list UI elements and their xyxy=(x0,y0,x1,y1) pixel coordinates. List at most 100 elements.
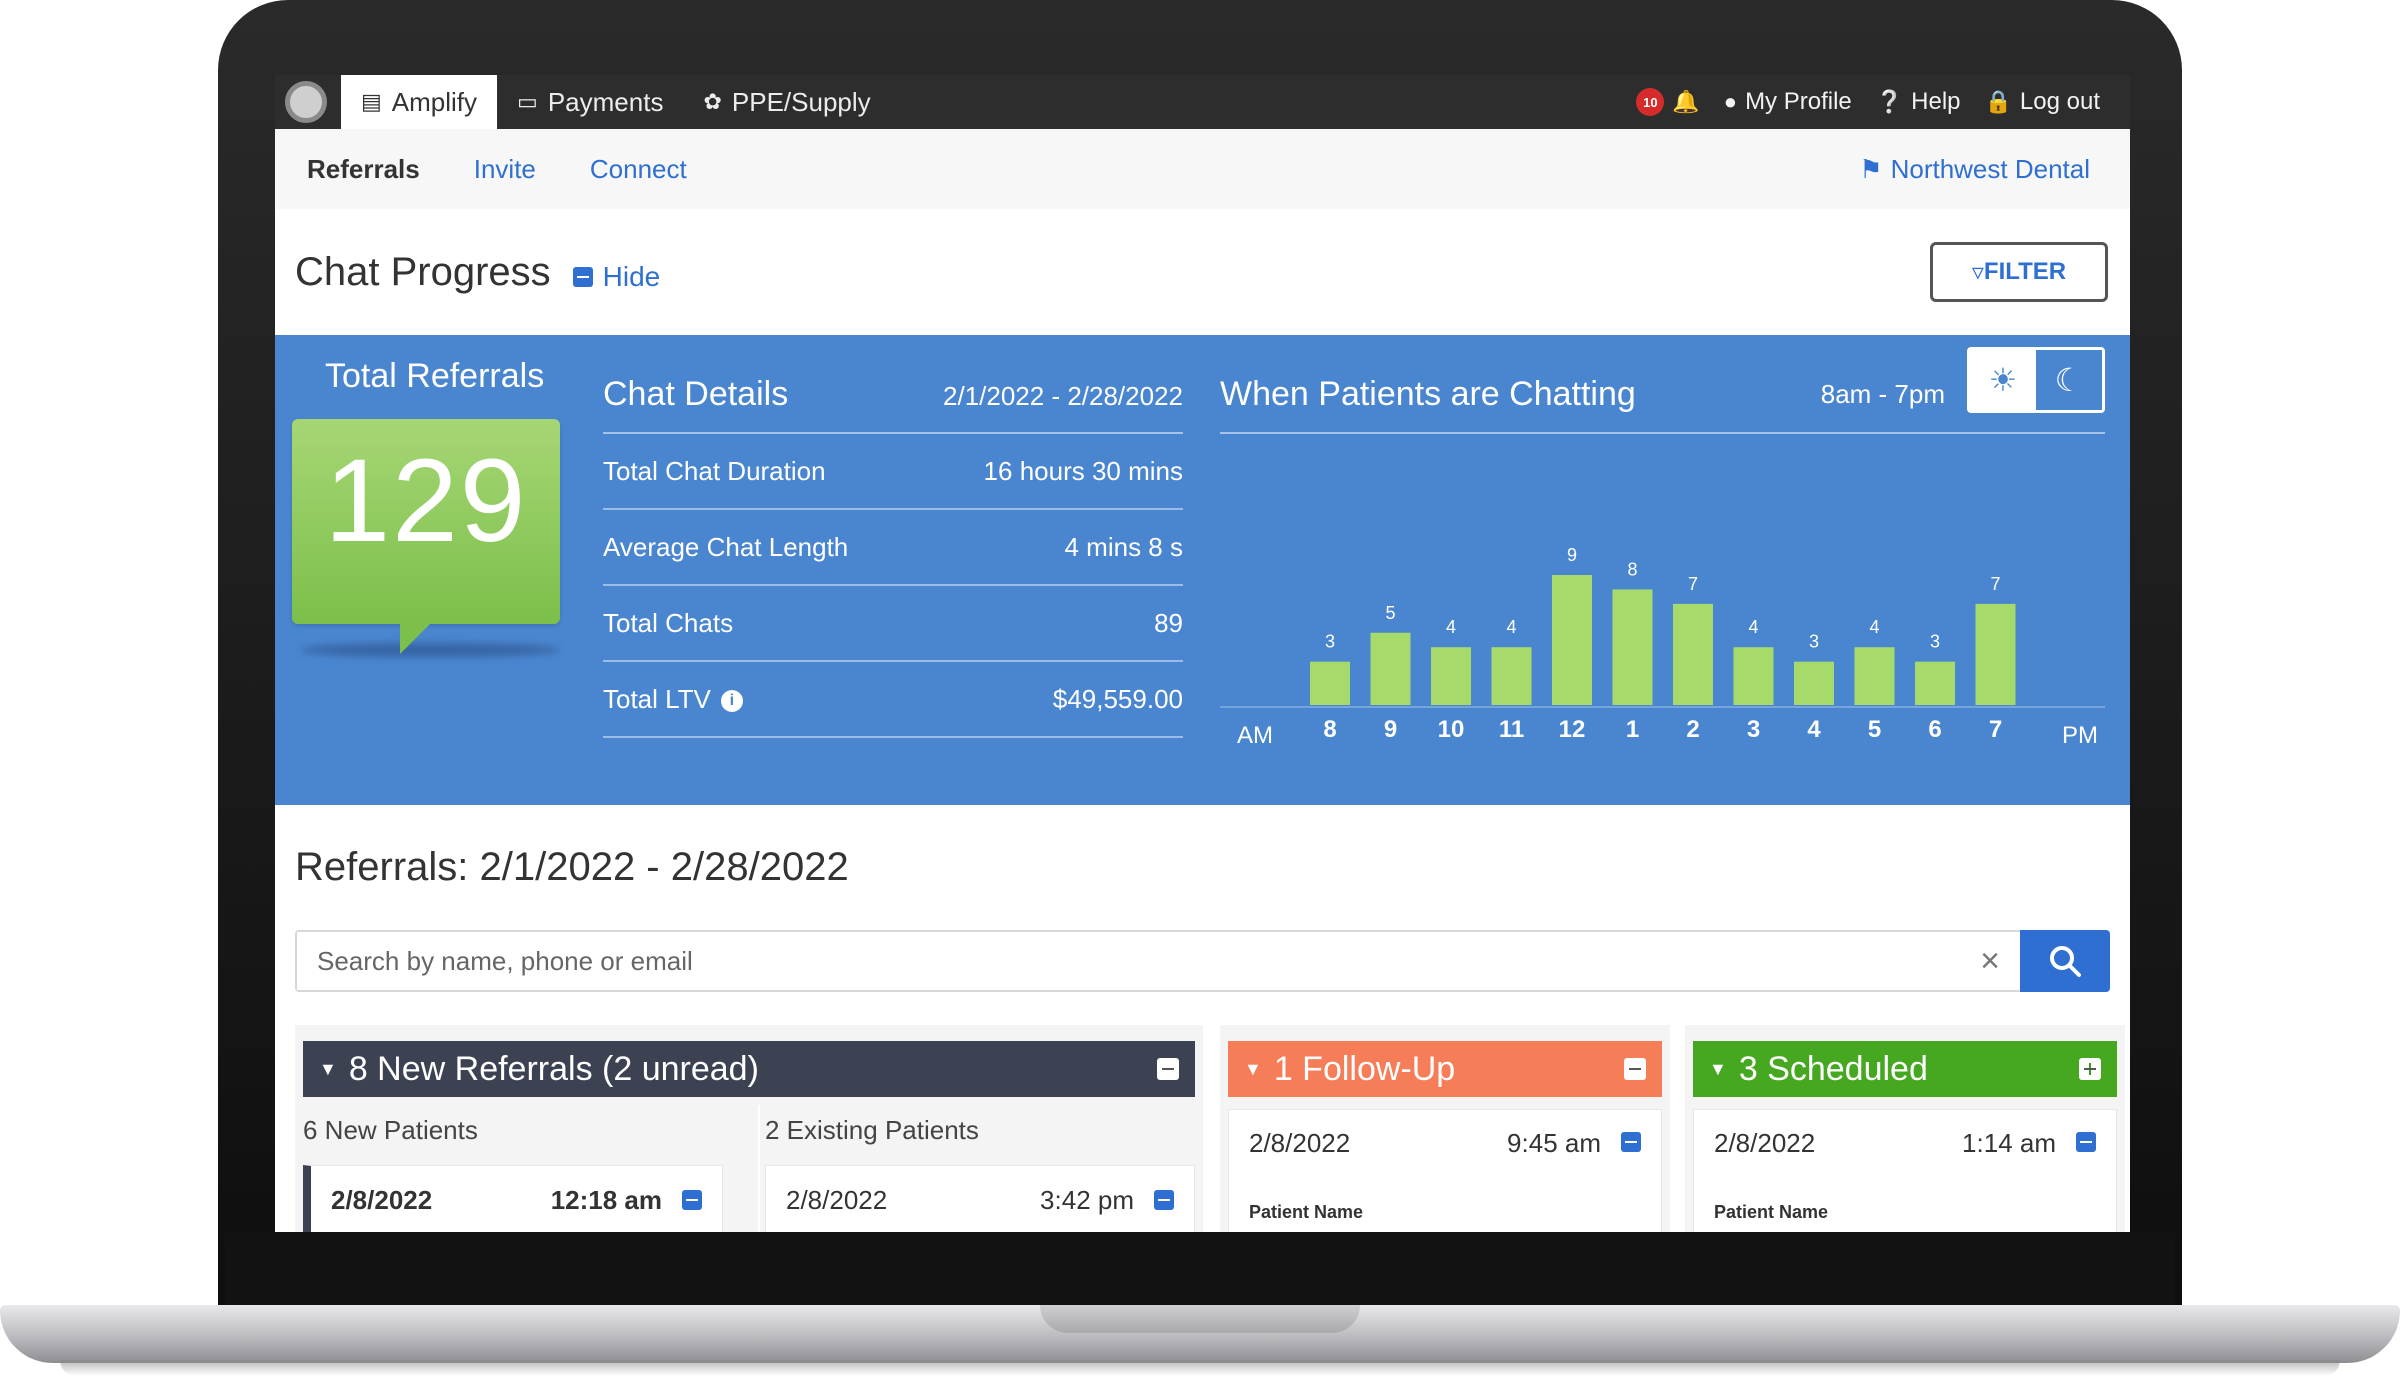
chart-bar xyxy=(1491,647,1532,705)
referral-card[interactable]: 2/8/2022 9:45 am Patient Name xyxy=(1228,1109,1662,1232)
question-icon: ❔ xyxy=(1875,89,1904,114)
tab-payments[interactable]: ▭ Payments xyxy=(497,75,683,129)
referral-card[interactable]: 2/8/2022 1:14 am Patient Name xyxy=(1693,1109,2117,1232)
existing-patients-label: 2 Existing Patients xyxy=(765,1115,979,1145)
chat-details: Chat Details 2/1/2022 - 2/28/2022 Total … xyxy=(603,375,1183,738)
x-tick-label: 11 xyxy=(1499,716,1524,743)
my-profile-link[interactable]: ● My Profile xyxy=(1724,88,1852,116)
collapse-icon[interactable] xyxy=(1157,1058,1179,1080)
detail-row: Total Chats 89 xyxy=(603,586,1183,662)
subnav-connect[interactable]: Connect xyxy=(589,153,687,184)
notifications-button[interactable]: 10 🔔 xyxy=(1636,88,1700,116)
x-tick-label: 9 xyxy=(1384,716,1397,743)
map-pin-icon: ⚑ xyxy=(1859,153,1883,184)
caret-down-icon: ▼ xyxy=(1244,1058,1262,1079)
filter-label: FILTER xyxy=(1983,258,2067,285)
x-tick-label: 12 xyxy=(1559,716,1586,743)
subnav-referrals[interactable]: Referrals xyxy=(307,153,420,184)
x-tick-label: 10 xyxy=(1438,716,1465,743)
x-tick-label: 4 xyxy=(1807,716,1821,743)
help-link[interactable]: ❔ Help xyxy=(1876,88,1961,116)
notification-badge: 10 xyxy=(1636,88,1665,116)
chart-bar xyxy=(1733,647,1774,705)
bubble-tail xyxy=(400,624,430,654)
chat-icon: ▤ xyxy=(361,89,382,114)
collapse-icon[interactable] xyxy=(682,1190,702,1210)
filter-button[interactable]: ▿ FILTER xyxy=(1930,242,2108,302)
laptop-shadow xyxy=(60,1360,2340,1376)
location-selector[interactable]: ⚑ Northwest Dental xyxy=(1859,154,2090,185)
follow-up-label: 1 Follow-Up xyxy=(1273,1049,1456,1088)
referral-card[interactable]: 2/8/2022 3:42 pm xyxy=(765,1165,1195,1232)
collapse-icon[interactable] xyxy=(1624,1058,1646,1080)
search-bar: × xyxy=(295,930,2110,992)
scheduled-header[interactable]: ▼ 3 Scheduled xyxy=(1693,1041,2117,1097)
card-time: 12:18 am xyxy=(550,1184,662,1215)
clear-icon[interactable]: × xyxy=(1980,941,2000,980)
help-label: Help xyxy=(1911,88,1961,115)
x-tick-label: 8 xyxy=(1323,716,1336,743)
scheduled-label: 3 Scheduled xyxy=(1738,1049,1928,1088)
filter-icon: ▿ xyxy=(1971,258,1984,286)
follow-up-header[interactable]: ▼ 1 Follow-Up xyxy=(1228,1041,1662,1097)
x-tick-label: 2 xyxy=(1686,716,1699,743)
card-time: 9:45 am xyxy=(1507,1128,1601,1158)
card-time: 1:14 am xyxy=(1962,1128,2056,1158)
expand-icon[interactable] xyxy=(2079,1058,2101,1080)
chat-details-title: Chat Details xyxy=(603,375,789,413)
caret-down-icon: ▼ xyxy=(319,1058,337,1079)
bar-value-label: 3 xyxy=(1809,632,1819,652)
column-divider xyxy=(758,1105,760,1232)
detail-value: 16 hours 30 mins xyxy=(983,455,1183,486)
card-date: 2/8/2022 xyxy=(786,1184,888,1215)
tab-amplify[interactable]: ▤ Amplify xyxy=(341,75,498,129)
laptop-bezel xyxy=(225,1232,2175,1310)
top-actions: 10 🔔 ● My Profile ❔ Help 🔒 Log out xyxy=(1636,88,2130,116)
logout-label: Log out xyxy=(2019,88,2100,115)
collapse-icon[interactable] xyxy=(1621,1132,1641,1152)
search-input[interactable] xyxy=(297,932,1960,990)
detail-label: Total Chats xyxy=(603,607,734,638)
laptop-notch xyxy=(1040,1305,1360,1333)
logout-link[interactable]: 🔒 Log out xyxy=(1985,88,2100,116)
detail-value: 89 xyxy=(1154,607,1183,638)
location-label: Northwest Dental xyxy=(1890,153,2090,184)
card-icon: ▭ xyxy=(517,89,538,114)
chart-bar xyxy=(1975,603,2016,705)
chart-bar xyxy=(1854,647,1895,705)
sun-icon[interactable]: ☀ xyxy=(1970,349,2036,410)
info-icon[interactable]: i xyxy=(720,689,743,712)
chart-bar xyxy=(1794,661,1834,705)
subnav-invite[interactable]: Invite xyxy=(473,153,536,184)
card-date: 2/8/2022 xyxy=(331,1184,433,1215)
detail-label-ltv: Total LTV i xyxy=(603,684,743,715)
tab-ppe-supply[interactable]: ✿ PPE/Supply xyxy=(683,75,890,129)
new-referrals-label: 8 New Referrals (2 unread) xyxy=(348,1049,759,1088)
hide-button[interactable]: Hide xyxy=(572,261,661,293)
moon-icon[interactable]: ☾ xyxy=(2036,349,2102,410)
tab-label: Amplify xyxy=(391,86,478,117)
referral-card[interactable]: 2/8/2022 12:18 am xyxy=(303,1165,723,1232)
hide-label: Hide xyxy=(602,261,661,292)
collapse-icon xyxy=(572,267,593,287)
referral-count-bubble xyxy=(292,419,560,624)
chart-bar xyxy=(1673,603,1713,705)
new-referrals-header[interactable]: ▼ 8 New Referrals (2 unread) xyxy=(303,1041,1195,1097)
lock-icon: 🔒 xyxy=(1984,89,2012,114)
search-button[interactable] xyxy=(2020,930,2110,992)
card-date: 2/8/2022 xyxy=(1249,1128,1351,1158)
chat-details-range: 2/1/2022 - 2/28/2022 xyxy=(943,381,1183,411)
patient-name: Patient Name xyxy=(1714,1202,1829,1222)
caret-down-icon: ▼ xyxy=(1709,1058,1727,1079)
tab-label: PPE/Supply xyxy=(731,86,871,117)
chart-bar xyxy=(1552,575,1592,705)
collapse-icon[interactable] xyxy=(1154,1190,1174,1210)
x-tick-label: 1 xyxy=(1626,716,1639,743)
app-logo-icon[interactable] xyxy=(285,81,327,123)
when-chatting-range: 8am - 7pm xyxy=(1820,379,1945,409)
stats-panel: Total Referrals 129 Chat Details 2/1/202… xyxy=(275,335,2130,805)
supply-icon: ✿ xyxy=(703,89,722,114)
x-tick-label: 6 xyxy=(1928,716,1941,743)
collapse-icon[interactable] xyxy=(2076,1132,2096,1152)
